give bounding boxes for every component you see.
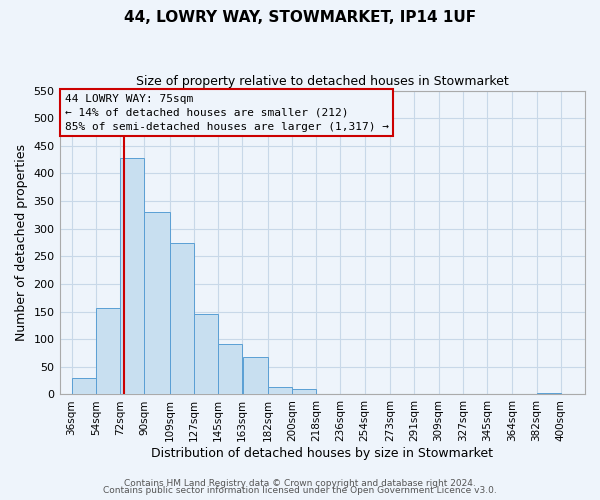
Bar	[72, 378, 95, 394]
Bar	[120, 158, 144, 394]
Text: Contains public sector information licensed under the Open Government Licence v3: Contains public sector information licen…	[103, 486, 497, 495]
Bar	[145, 212, 170, 394]
Title: Size of property relative to detached houses in Stowmarket: Size of property relative to detached ho…	[136, 75, 509, 88]
X-axis label: Distribution of detached houses by size in Stowmarket: Distribution of detached houses by size …	[151, 447, 493, 460]
Text: Contains HM Land Registry data © Crown copyright and database right 2024.: Contains HM Land Registry data © Crown c…	[124, 478, 476, 488]
Bar	[194, 314, 218, 394]
Bar	[268, 388, 292, 394]
Bar	[292, 390, 316, 394]
Y-axis label: Number of detached properties: Number of detached properties	[15, 144, 28, 341]
Bar	[96, 308, 120, 394]
Text: 44 LOWRY WAY: 75sqm
← 14% of detached houses are smaller (212)
85% of semi-detac: 44 LOWRY WAY: 75sqm ← 14% of detached ho…	[65, 94, 389, 132]
Bar	[170, 243, 194, 394]
Text: 44, LOWRY WAY, STOWMARKET, IP14 1UF: 44, LOWRY WAY, STOWMARKET, IP14 1UF	[124, 10, 476, 25]
Bar	[218, 344, 242, 394]
Bar	[242, 357, 268, 395]
